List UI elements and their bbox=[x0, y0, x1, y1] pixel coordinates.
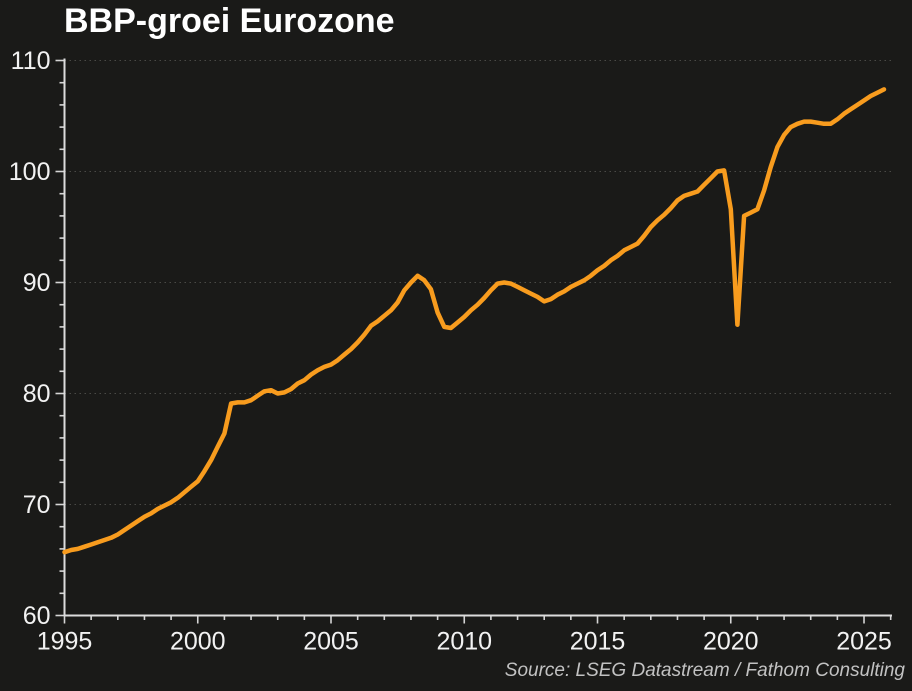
y-tick-label: 100 bbox=[9, 158, 51, 186]
x-tick-label: 2020 bbox=[703, 628, 759, 656]
y-tick-label: 90 bbox=[23, 269, 51, 297]
x-tick-label: 2005 bbox=[303, 628, 359, 656]
y-tick-label: 110 bbox=[11, 47, 51, 75]
x-tick-label: 2000 bbox=[170, 628, 226, 656]
gdp-series-line bbox=[62, 87, 887, 555]
y-tick-label: 60 bbox=[23, 602, 51, 630]
x-tick-label: 2015 bbox=[570, 628, 626, 656]
chart-title: BBP-groei Eurozone bbox=[64, 2, 395, 40]
y-tick-label: 80 bbox=[23, 380, 51, 408]
y-tick-label: 70 bbox=[23, 491, 51, 519]
source-attribution: Source: LSEG Datastream / Fathom Consult… bbox=[504, 660, 905, 681]
x-tick-label: 2025 bbox=[836, 628, 892, 656]
x-tick-label: 2010 bbox=[436, 628, 492, 656]
x-tick-label: 1995 bbox=[37, 628, 93, 656]
